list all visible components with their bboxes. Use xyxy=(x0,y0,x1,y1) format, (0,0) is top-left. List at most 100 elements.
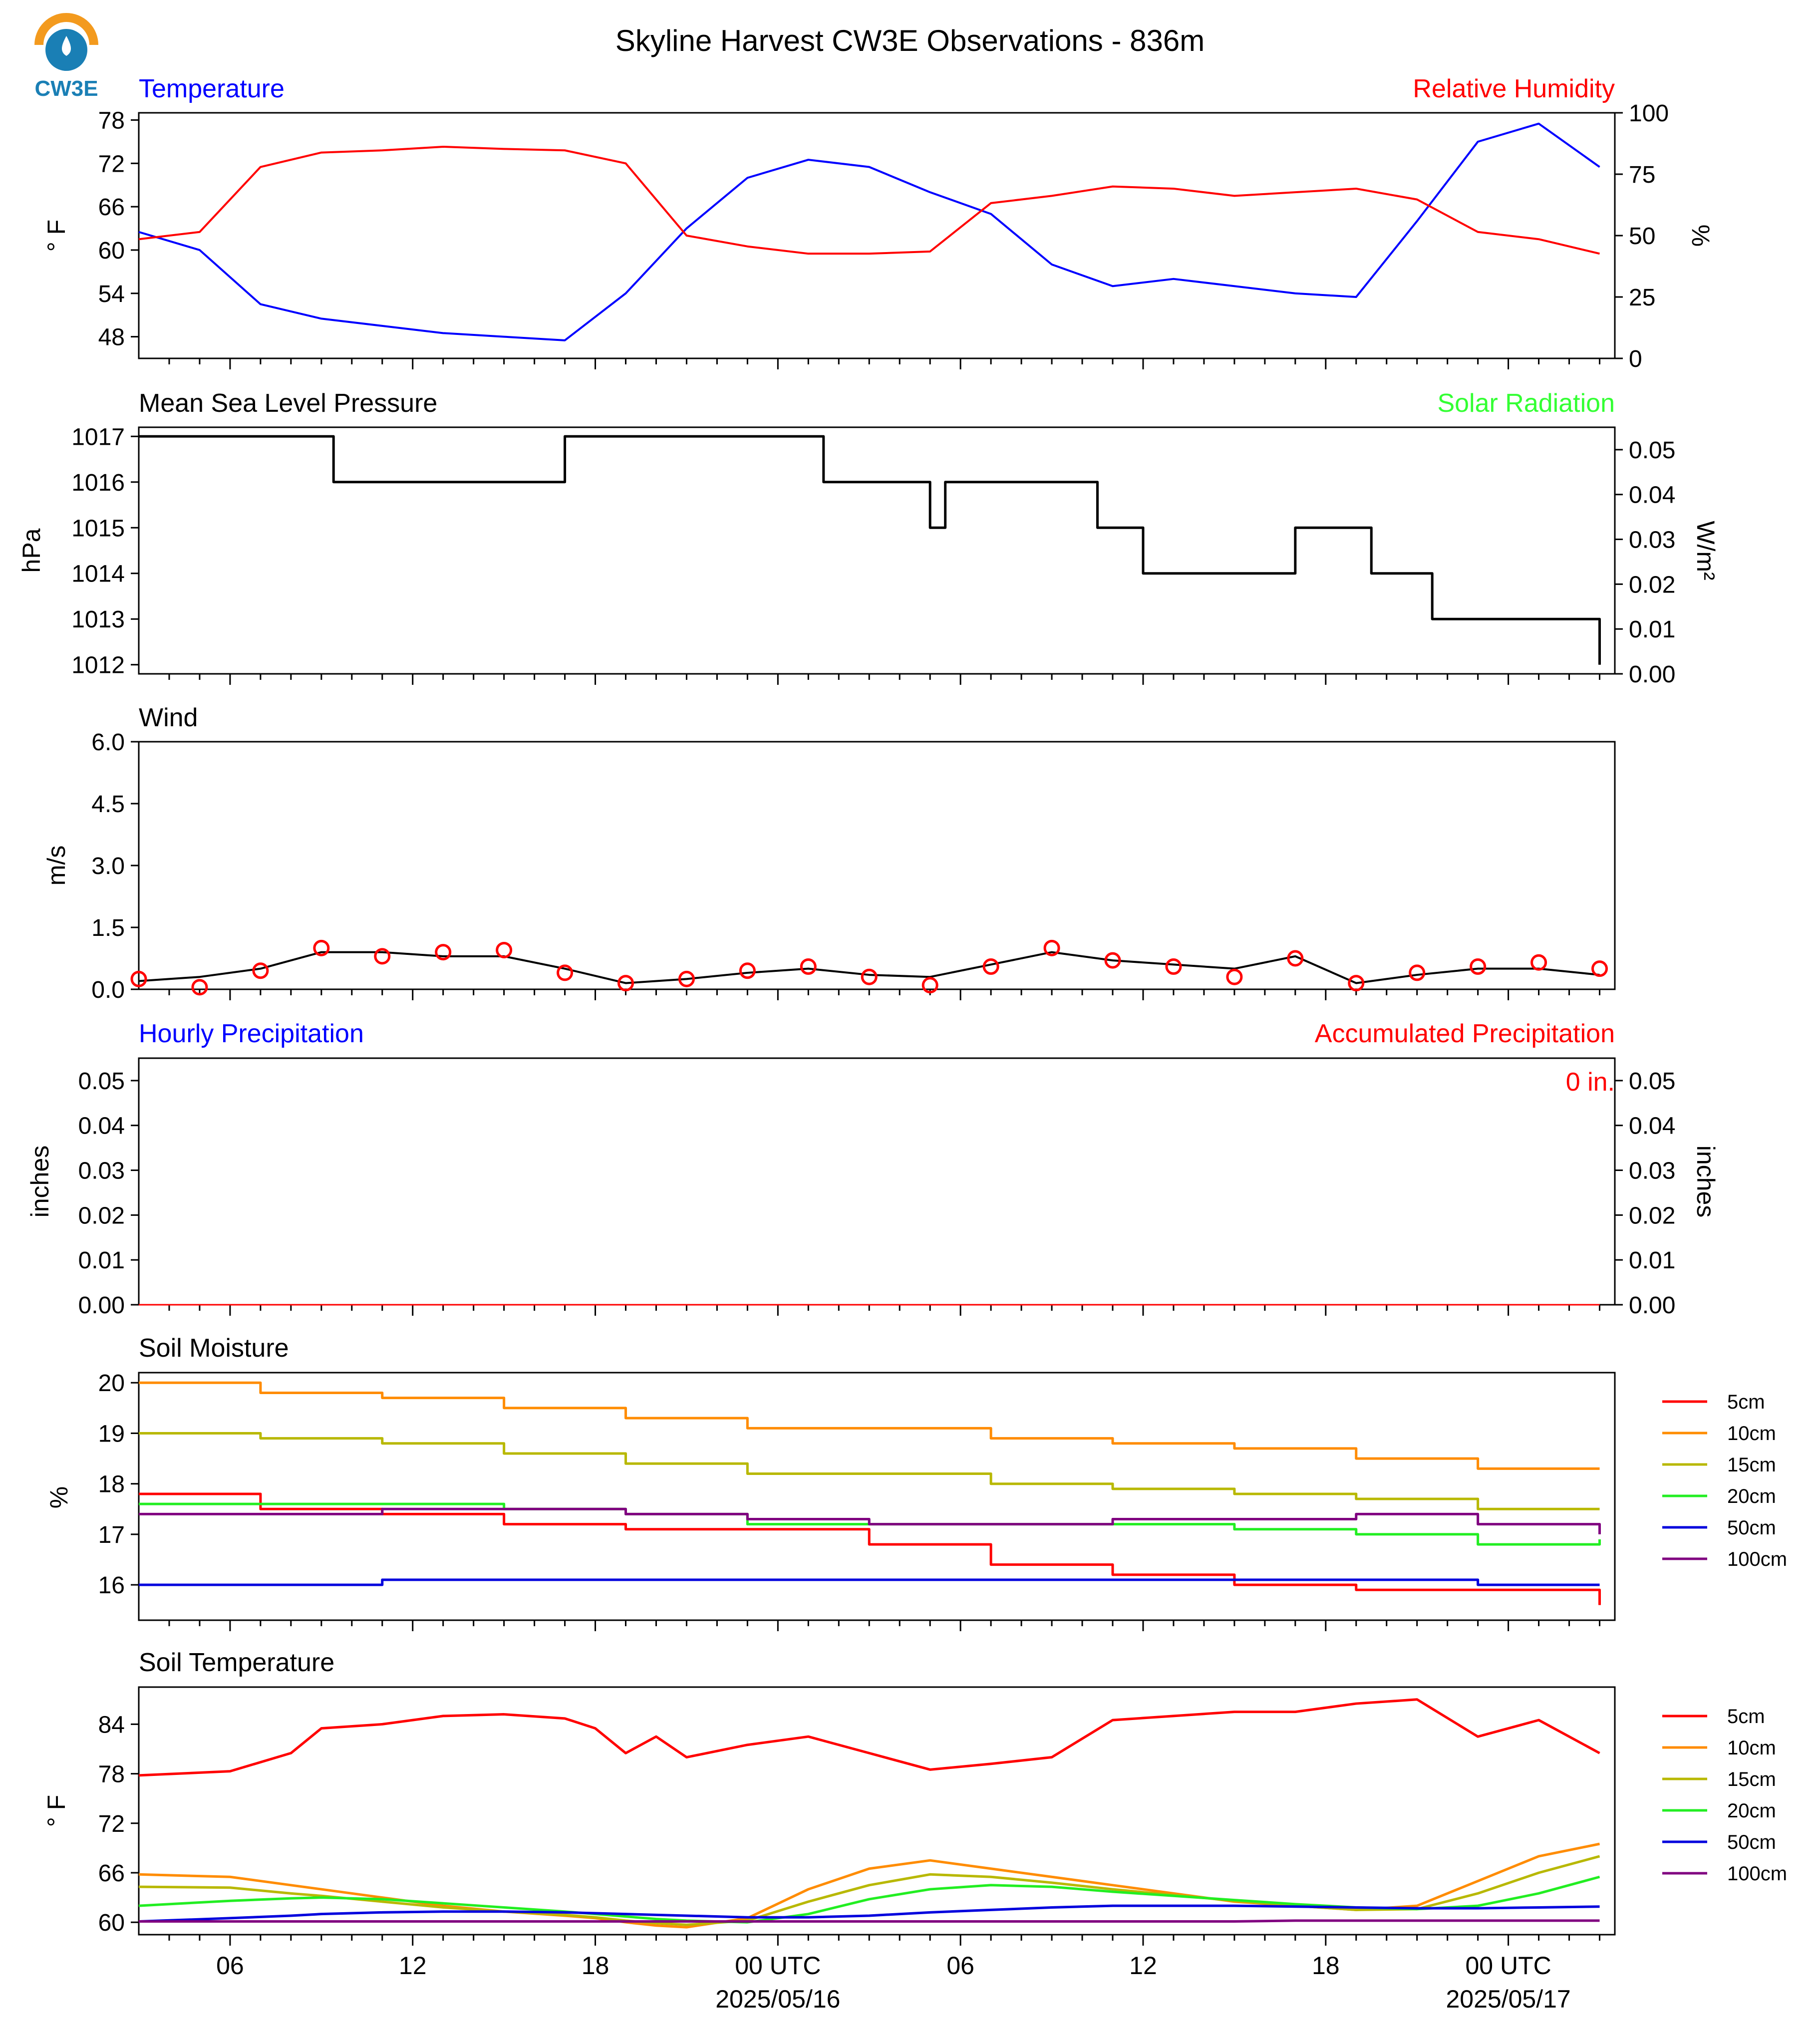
x-tick-label: 00 UTC xyxy=(735,1952,821,1980)
y2-tick-label: 100 xyxy=(1629,100,1669,127)
x-tick-label: 18 xyxy=(1312,1952,1340,1980)
y2-tick-label: 0.02 xyxy=(1629,572,1675,598)
y-tick-label: 66 xyxy=(98,194,125,221)
legend-label: 50cm xyxy=(1727,1831,1776,1853)
y-tick-label: 6.0 xyxy=(91,729,125,756)
legend-label: 15cm xyxy=(1727,1768,1776,1790)
pressure-plot-frame xyxy=(138,426,1616,675)
soil-moisture-line-10cm xyxy=(139,1381,1600,1470)
solar-y-ticks: 0.00 0.01 0.02 0.03 0.04 0.05 xyxy=(1615,437,1675,688)
temperature-ylabel: ° F xyxy=(42,220,70,252)
wind-gust-point xyxy=(739,962,756,979)
wind-gust-point xyxy=(617,975,634,992)
x-tick-label: 06 xyxy=(216,1952,244,1980)
soil-temp-line-5cm xyxy=(138,1698,1600,1777)
hourly-precip-title: Hourly Precipitation xyxy=(139,1019,364,1048)
soil-moisture-line-5cm xyxy=(139,1492,1601,1605)
panel-pressure: Mean Sea Level Pressure Solar Radiation … xyxy=(17,389,1720,688)
soil-moisture-ylabel: % xyxy=(45,1486,73,1508)
x-tick-label: 18 xyxy=(582,1952,609,1980)
wind-gust-point xyxy=(921,977,938,994)
y-tick-label: 48 xyxy=(98,324,125,351)
temperature-x-ticks xyxy=(168,358,1601,369)
wind-gust-point xyxy=(1348,975,1365,992)
humidity-line xyxy=(138,146,1600,255)
y-tick-label: 19 xyxy=(98,1421,125,1447)
soil-temp-line-100cm xyxy=(139,1919,1600,1923)
y-tick-label: 1015 xyxy=(71,515,125,542)
date-label: 2025/05/17 xyxy=(1446,1985,1570,2013)
wind-gust-point xyxy=(982,958,999,975)
soil-temp-line-50cm xyxy=(138,1904,1600,1923)
soil-moisture-legend: 5cm 10cm 15cm 20cm 50cm 100cm xyxy=(1662,1391,1787,1570)
precip-plot-frame xyxy=(138,1057,1616,1306)
soil-moisture-series xyxy=(139,1381,1601,1605)
wind-gust-point xyxy=(1470,958,1487,975)
chart-title: Skyline Harvest CW3E Observations - 836m xyxy=(615,24,1205,57)
wind-gust-point xyxy=(191,979,208,996)
soil-temp-plot-frame xyxy=(138,1686,1616,1936)
y-tick-label: 84 xyxy=(98,1712,125,1738)
precip-y-ticks: 0.00 0.01 0.02 0.03 0.04 0.05 xyxy=(78,1068,139,1319)
wind-y-ticks: 0.0 1.5 3.0 4.5 6.0 xyxy=(91,729,139,1003)
y-tick-label: 18 xyxy=(98,1471,125,1498)
y-tick-label: 4.5 xyxy=(91,791,125,818)
y-tick-label: 20 xyxy=(98,1370,125,1397)
temperature-title: Temperature xyxy=(139,74,285,103)
y-tick-label: 1014 xyxy=(71,561,125,587)
soil-moisture-line-50cm xyxy=(139,1578,1600,1586)
wind-title: Wind xyxy=(139,703,198,732)
humidity-title: Relative Humidity xyxy=(1413,74,1615,103)
wind-x-ticks xyxy=(168,989,1601,1000)
y-tick-label: 72 xyxy=(98,1811,125,1837)
y2-tick-label: 75 xyxy=(1629,162,1655,188)
panel-soil-temperature: Soil Temperature 60 66 72 78 84 5cm 10cm 15cm 2… xyxy=(42,1648,1787,2013)
wind-gust-point xyxy=(861,968,878,985)
y2-tick-label: 0.02 xyxy=(1629,1202,1675,1229)
legend-label: 5cm xyxy=(1727,1391,1765,1413)
pressure-line xyxy=(139,435,1601,665)
y-tick-label: 60 xyxy=(98,238,125,264)
legend-label: 100cm xyxy=(1727,1863,1787,1885)
pressure-y-ticks: 1012 1013 1014 1015 1016 1017 xyxy=(71,424,139,679)
y-tick-label: 0.03 xyxy=(78,1158,125,1184)
y2-tick-label: 0.01 xyxy=(1629,1247,1675,1274)
temperature-line xyxy=(138,122,1600,341)
y2-tick-label: 0.05 xyxy=(1629,1068,1675,1095)
wind-gust-point xyxy=(678,970,695,987)
logo-text: CW3E xyxy=(34,76,98,101)
panel-soil-moisture: Soil Moisture 16 17 18 19 20 5cm 10cm 15cm 20cm… xyxy=(45,1334,1787,1631)
wind-gust-point xyxy=(1226,968,1243,985)
accum-precip-y-ticks: 0.00 0.01 0.02 0.03 0.04 0.05 xyxy=(1615,1068,1675,1319)
pressure-ylabel: hPa xyxy=(17,528,45,573)
panel-precipitation: Hourly Precipitation Accumulated Precipi… xyxy=(26,1019,1720,1319)
accum-precip-total: 0 in. xyxy=(1566,1068,1615,1097)
x-tick-label: 12 xyxy=(1129,1952,1157,1980)
soil-temp-title: Soil Temperature xyxy=(139,1648,334,1677)
time-axis-labels: 06 12 18 00 UTC 06 12 18 00 UTC 2025/05/16 2025/0… xyxy=(216,1952,1571,2013)
temperature-y-ticks: 48 54 60 66 72 78 xyxy=(98,107,139,351)
soil-moisture-x-ticks xyxy=(168,1620,1601,1631)
soil-moisture-line-15cm xyxy=(139,1432,1600,1510)
y2-tick-label: 0.05 xyxy=(1629,437,1675,464)
y-tick-label: 60 xyxy=(98,1910,125,1936)
solar-ylabel: W/m² xyxy=(1692,521,1720,580)
wind-gust-point xyxy=(1530,954,1547,971)
x-tick-label: 00 UTC xyxy=(1465,1952,1551,1980)
soil-temp-line-15cm xyxy=(138,1855,1600,1926)
legend-label: 15cm xyxy=(1727,1454,1776,1476)
precip-ylabel: inches xyxy=(26,1146,54,1218)
y2-tick-label: 25 xyxy=(1629,285,1655,311)
wind-gust-point xyxy=(1409,964,1426,981)
y-tick-label: 0.02 xyxy=(78,1202,125,1229)
soil-temp-y-ticks: 60 66 72 78 84 xyxy=(98,1712,139,1936)
humidity-y-ticks: 0 25 50 75 100 xyxy=(1615,100,1669,372)
wind-gust-point xyxy=(435,944,452,961)
soil-moisture-y-ticks: 16 17 18 19 20 xyxy=(98,1370,139,1599)
soil-temp-x-ticks xyxy=(168,1935,1601,1946)
precip-x-ticks xyxy=(168,1305,1601,1316)
x-tick-label: 06 xyxy=(946,1952,974,1980)
wind-gust-point xyxy=(1591,960,1608,977)
y-tick-label: 16 xyxy=(98,1572,125,1599)
